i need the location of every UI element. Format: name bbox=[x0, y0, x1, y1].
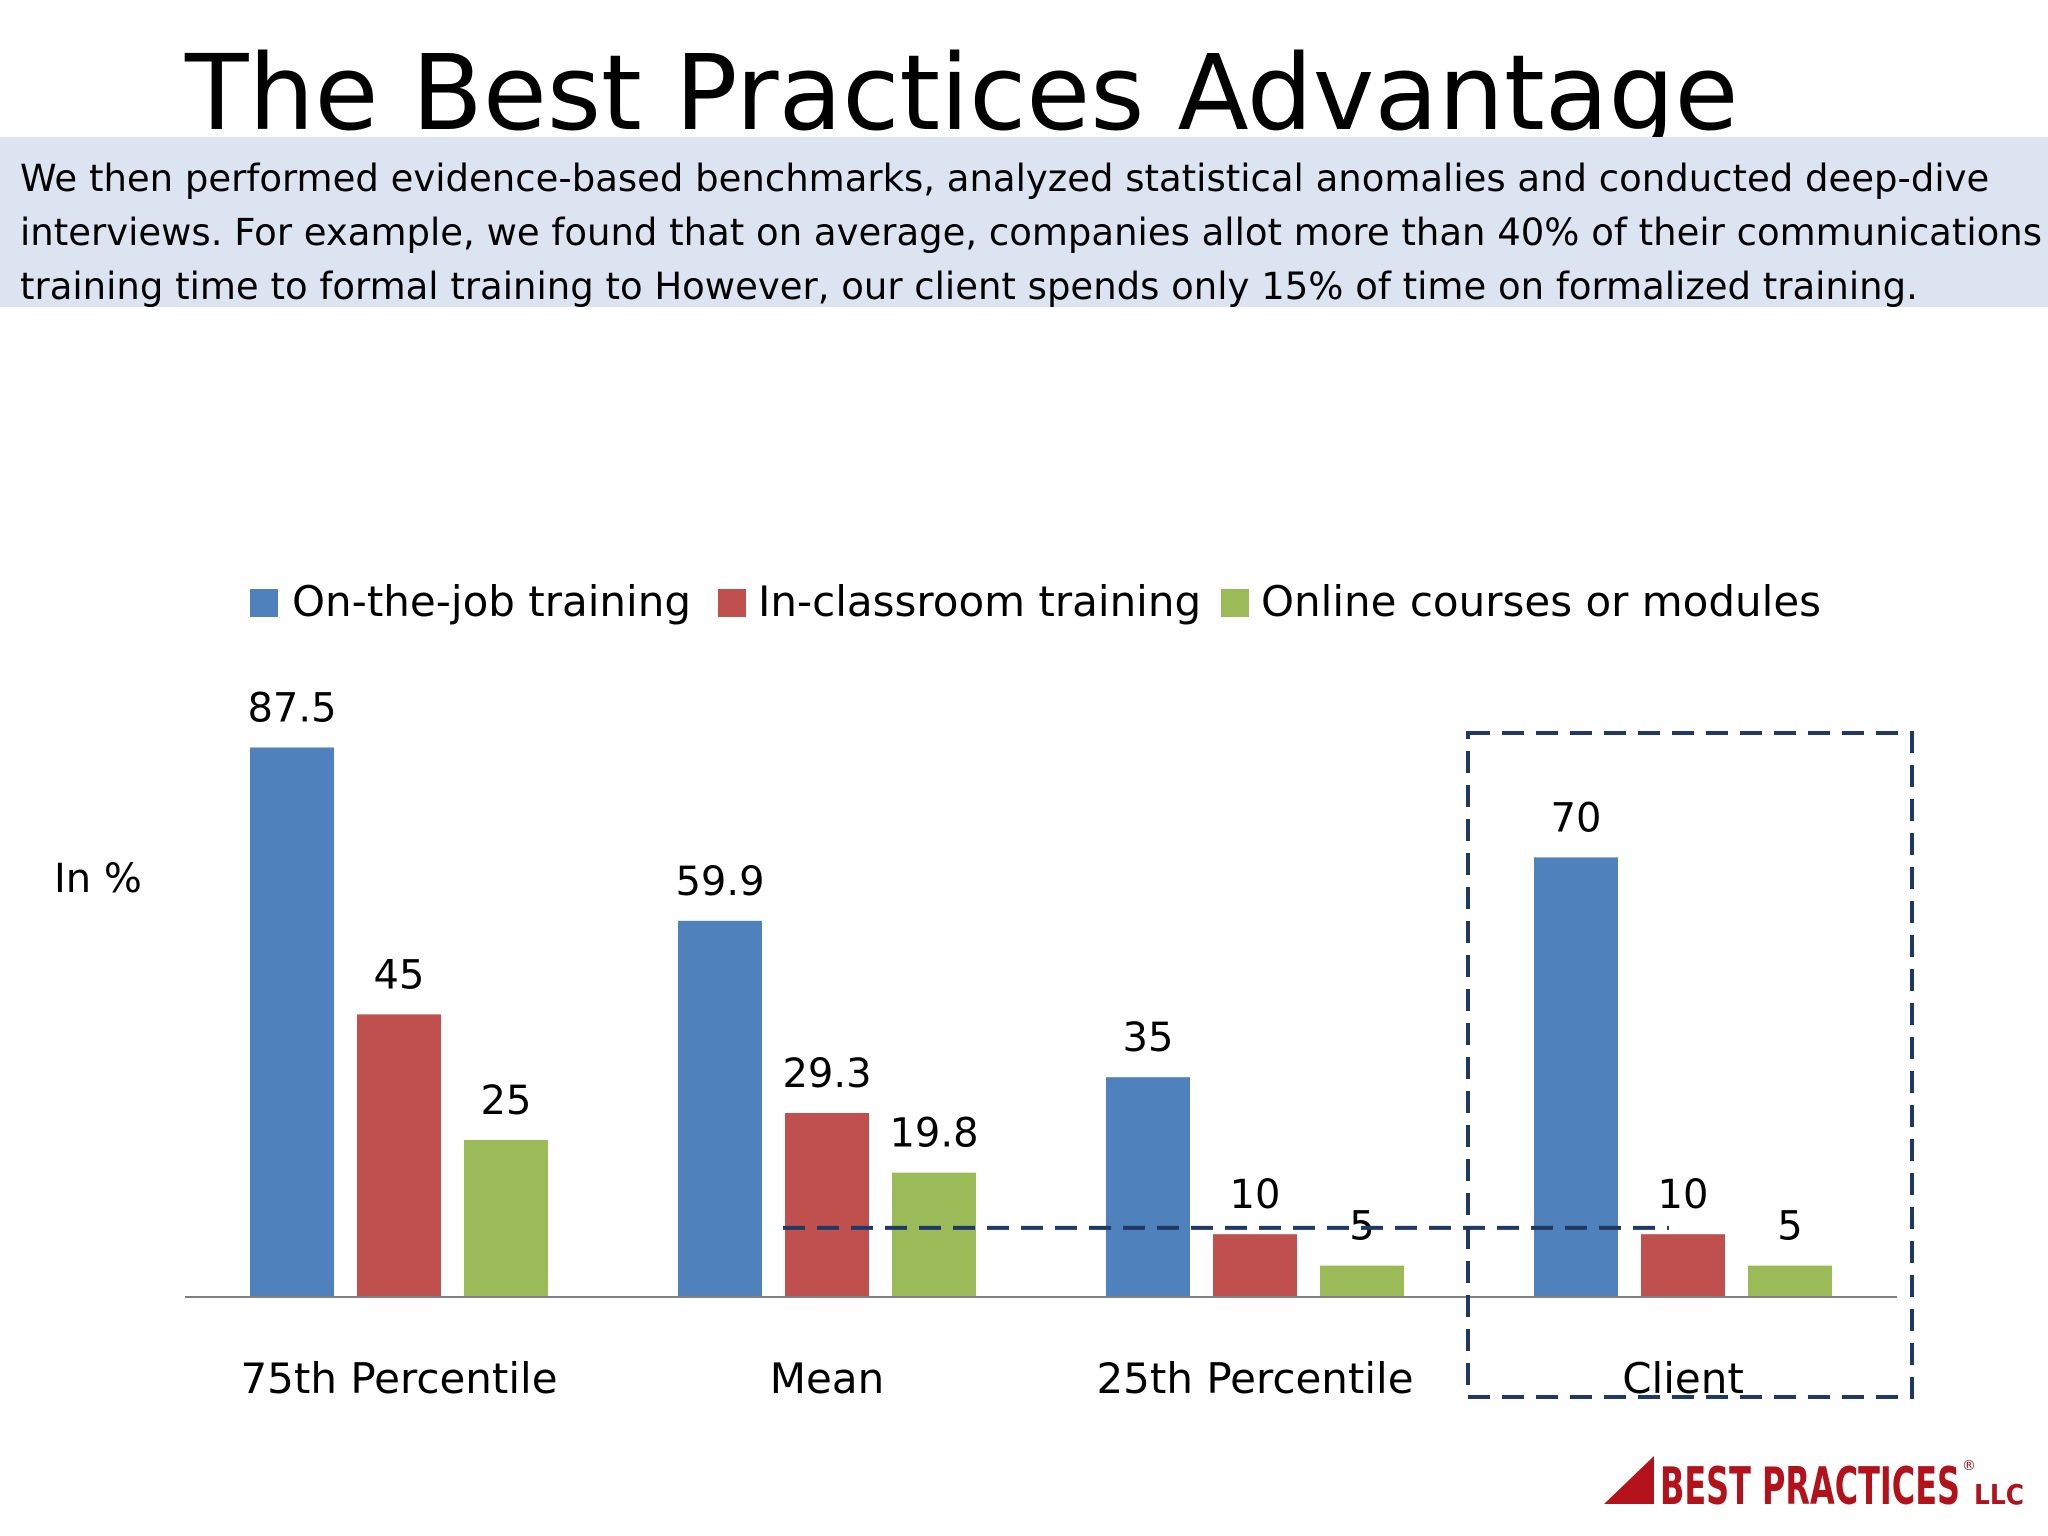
bar-on-the-job-mean bbox=[678, 920, 762, 1297]
bar-online-25th-percentile bbox=[1320, 1265, 1404, 1297]
data-label-online-mean: 19.8 bbox=[889, 1111, 978, 1157]
data-label-online-75th-percentile: 25 bbox=[481, 1078, 532, 1124]
category-label-75th-percentile: 75th Percentile bbox=[240, 1354, 557, 1403]
category-label-client: Client bbox=[1622, 1354, 1744, 1403]
legend-swatch-in-classroom bbox=[718, 589, 746, 617]
chart-legend: On-the-job training In-classroom trainin… bbox=[250, 577, 1821, 626]
legend-label-on-the-job: On-the-job training bbox=[292, 577, 691, 626]
data-label-in-classroom-mean: 29.3 bbox=[782, 1051, 871, 1097]
logo-wordmark: BEST PRACTICES bbox=[1660, 1457, 1960, 1517]
intro-line: We then performed evidence-based benchma… bbox=[20, 157, 1990, 200]
intro-line: training time to formal training to Howe… bbox=[20, 265, 1918, 308]
data-label-on-the-job-25th-percentile: 35 bbox=[1123, 1015, 1174, 1061]
bar-in-classroom-25th-percentile bbox=[1213, 1234, 1297, 1297]
bar-in-classroom-75th-percentile bbox=[357, 1014, 441, 1297]
data-label-in-classroom-client: 10 bbox=[1658, 1172, 1709, 1218]
bar-online-mean bbox=[892, 1172, 976, 1297]
data-label-online-client: 5 bbox=[1777, 1204, 1802, 1250]
logo-registered-mark: ® bbox=[1962, 1458, 1976, 1474]
legend-label-in-classroom: In-classroom training bbox=[758, 577, 1201, 626]
bars-layer bbox=[250, 747, 1832, 1297]
category-labels: 75th Percentile Mean 25th Percentile Cli… bbox=[240, 1354, 1743, 1403]
data-label-on-the-job-client: 70 bbox=[1551, 795, 1602, 841]
data-label-in-classroom-25th-percentile: 10 bbox=[1230, 1172, 1281, 1218]
intro-line: interviews. For example, we found that o… bbox=[20, 211, 2043, 254]
intro-text: We then performed evidence-based benchma… bbox=[20, 152, 2043, 314]
slide-title: The Best Practices Advantage bbox=[185, 32, 1739, 154]
intro-band bbox=[0, 137, 2048, 307]
data-label-on-the-job-75th-percentile: 87.5 bbox=[247, 686, 336, 732]
bar-chart: On-the-job training In-classroom trainin… bbox=[0, 540, 2048, 1440]
bar-on-the-job-75th-percentile bbox=[250, 747, 334, 1297]
bar-in-classroom-client bbox=[1641, 1234, 1725, 1297]
category-label-25th-percentile: 25th Percentile bbox=[1096, 1354, 1413, 1403]
bar-in-classroom-mean bbox=[785, 1112, 869, 1297]
logo-wedge-icon bbox=[1604, 1456, 1654, 1504]
category-label-mean: Mean bbox=[770, 1354, 884, 1403]
data-label-in-classroom-75th-percentile: 45 bbox=[374, 952, 425, 998]
legend-swatch-online bbox=[1221, 589, 1249, 617]
chart-svg: On-the-job training In-classroom trainin… bbox=[54, 577, 1914, 1403]
legend-swatch-on-the-job bbox=[250, 589, 278, 617]
best-practices-logo: BEST PRACTICES ® LLC bbox=[1602, 1448, 2042, 1518]
legend-label-online: Online courses or modules bbox=[1261, 577, 1821, 626]
bar-online-75th-percentile bbox=[464, 1140, 548, 1297]
bar-on-the-job-25th-percentile bbox=[1106, 1077, 1190, 1297]
y-axis-label: In % bbox=[54, 856, 142, 902]
logo-suffix: LLC bbox=[1974, 1478, 2024, 1511]
data-label-on-the-job-mean: 59.9 bbox=[675, 859, 764, 905]
client-highlight-box bbox=[1466, 731, 1914, 1399]
bar-online-client bbox=[1748, 1265, 1832, 1297]
bar-on-the-job-client bbox=[1534, 857, 1618, 1297]
